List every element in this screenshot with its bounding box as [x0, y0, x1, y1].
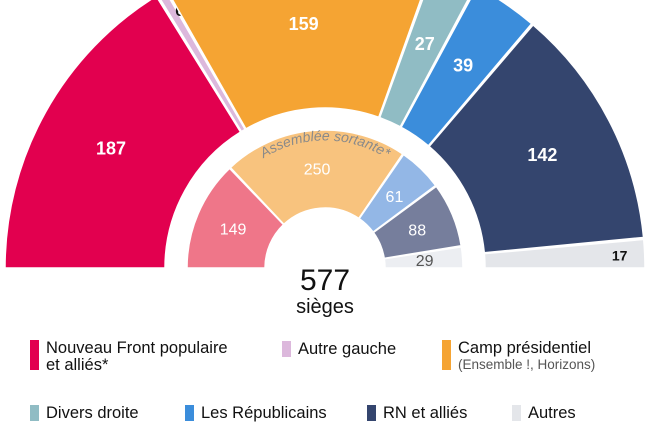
inner-slice-camp-presidentiel — [229, 129, 404, 226]
outer-label-nfp: 187 — [96, 139, 126, 159]
outer-slice-autre-gauche — [159, 0, 247, 133]
inner-label-autres: 29 — [416, 253, 434, 270]
inner-label-camp-presidentiel: 250 — [304, 161, 331, 178]
inner-label-lr: 61 — [386, 189, 404, 206]
outer-label-lr: 39 — [453, 56, 473, 76]
total-seats-value: 577 — [300, 264, 350, 297]
outer-label-autres: 17 — [612, 247, 628, 263]
outer-slice-lr — [400, 0, 533, 147]
inner-slice-nfp — [186, 167, 285, 269]
inner-slice-lr — [358, 153, 437, 234]
outer-label-divers-droite: 27 — [415, 34, 435, 54]
inner-label-rn: 88 — [408, 222, 426, 239]
outer-slice-divers-droite — [378, 0, 469, 128]
outer-slice-autres — [483, 238, 646, 269]
ring-separator — [177, 120, 473, 269]
inner-slice-autres — [383, 245, 464, 269]
outer-slice-camp-presidentiel — [171, 0, 422, 130]
outer-ring: 1876159273914217 — [4, 0, 646, 269]
outer-slice-rn — [428, 23, 645, 254]
outer-slice-nfp — [4, 0, 242, 269]
inner-slice-rn — [372, 185, 463, 260]
outer-label-rn: 142 — [527, 145, 557, 165]
outer-label-camp-presidentiel: 159 — [289, 14, 319, 34]
total-seats-label: sièges — [296, 296, 354, 318]
inner-label-nfp: 149 — [220, 222, 247, 239]
